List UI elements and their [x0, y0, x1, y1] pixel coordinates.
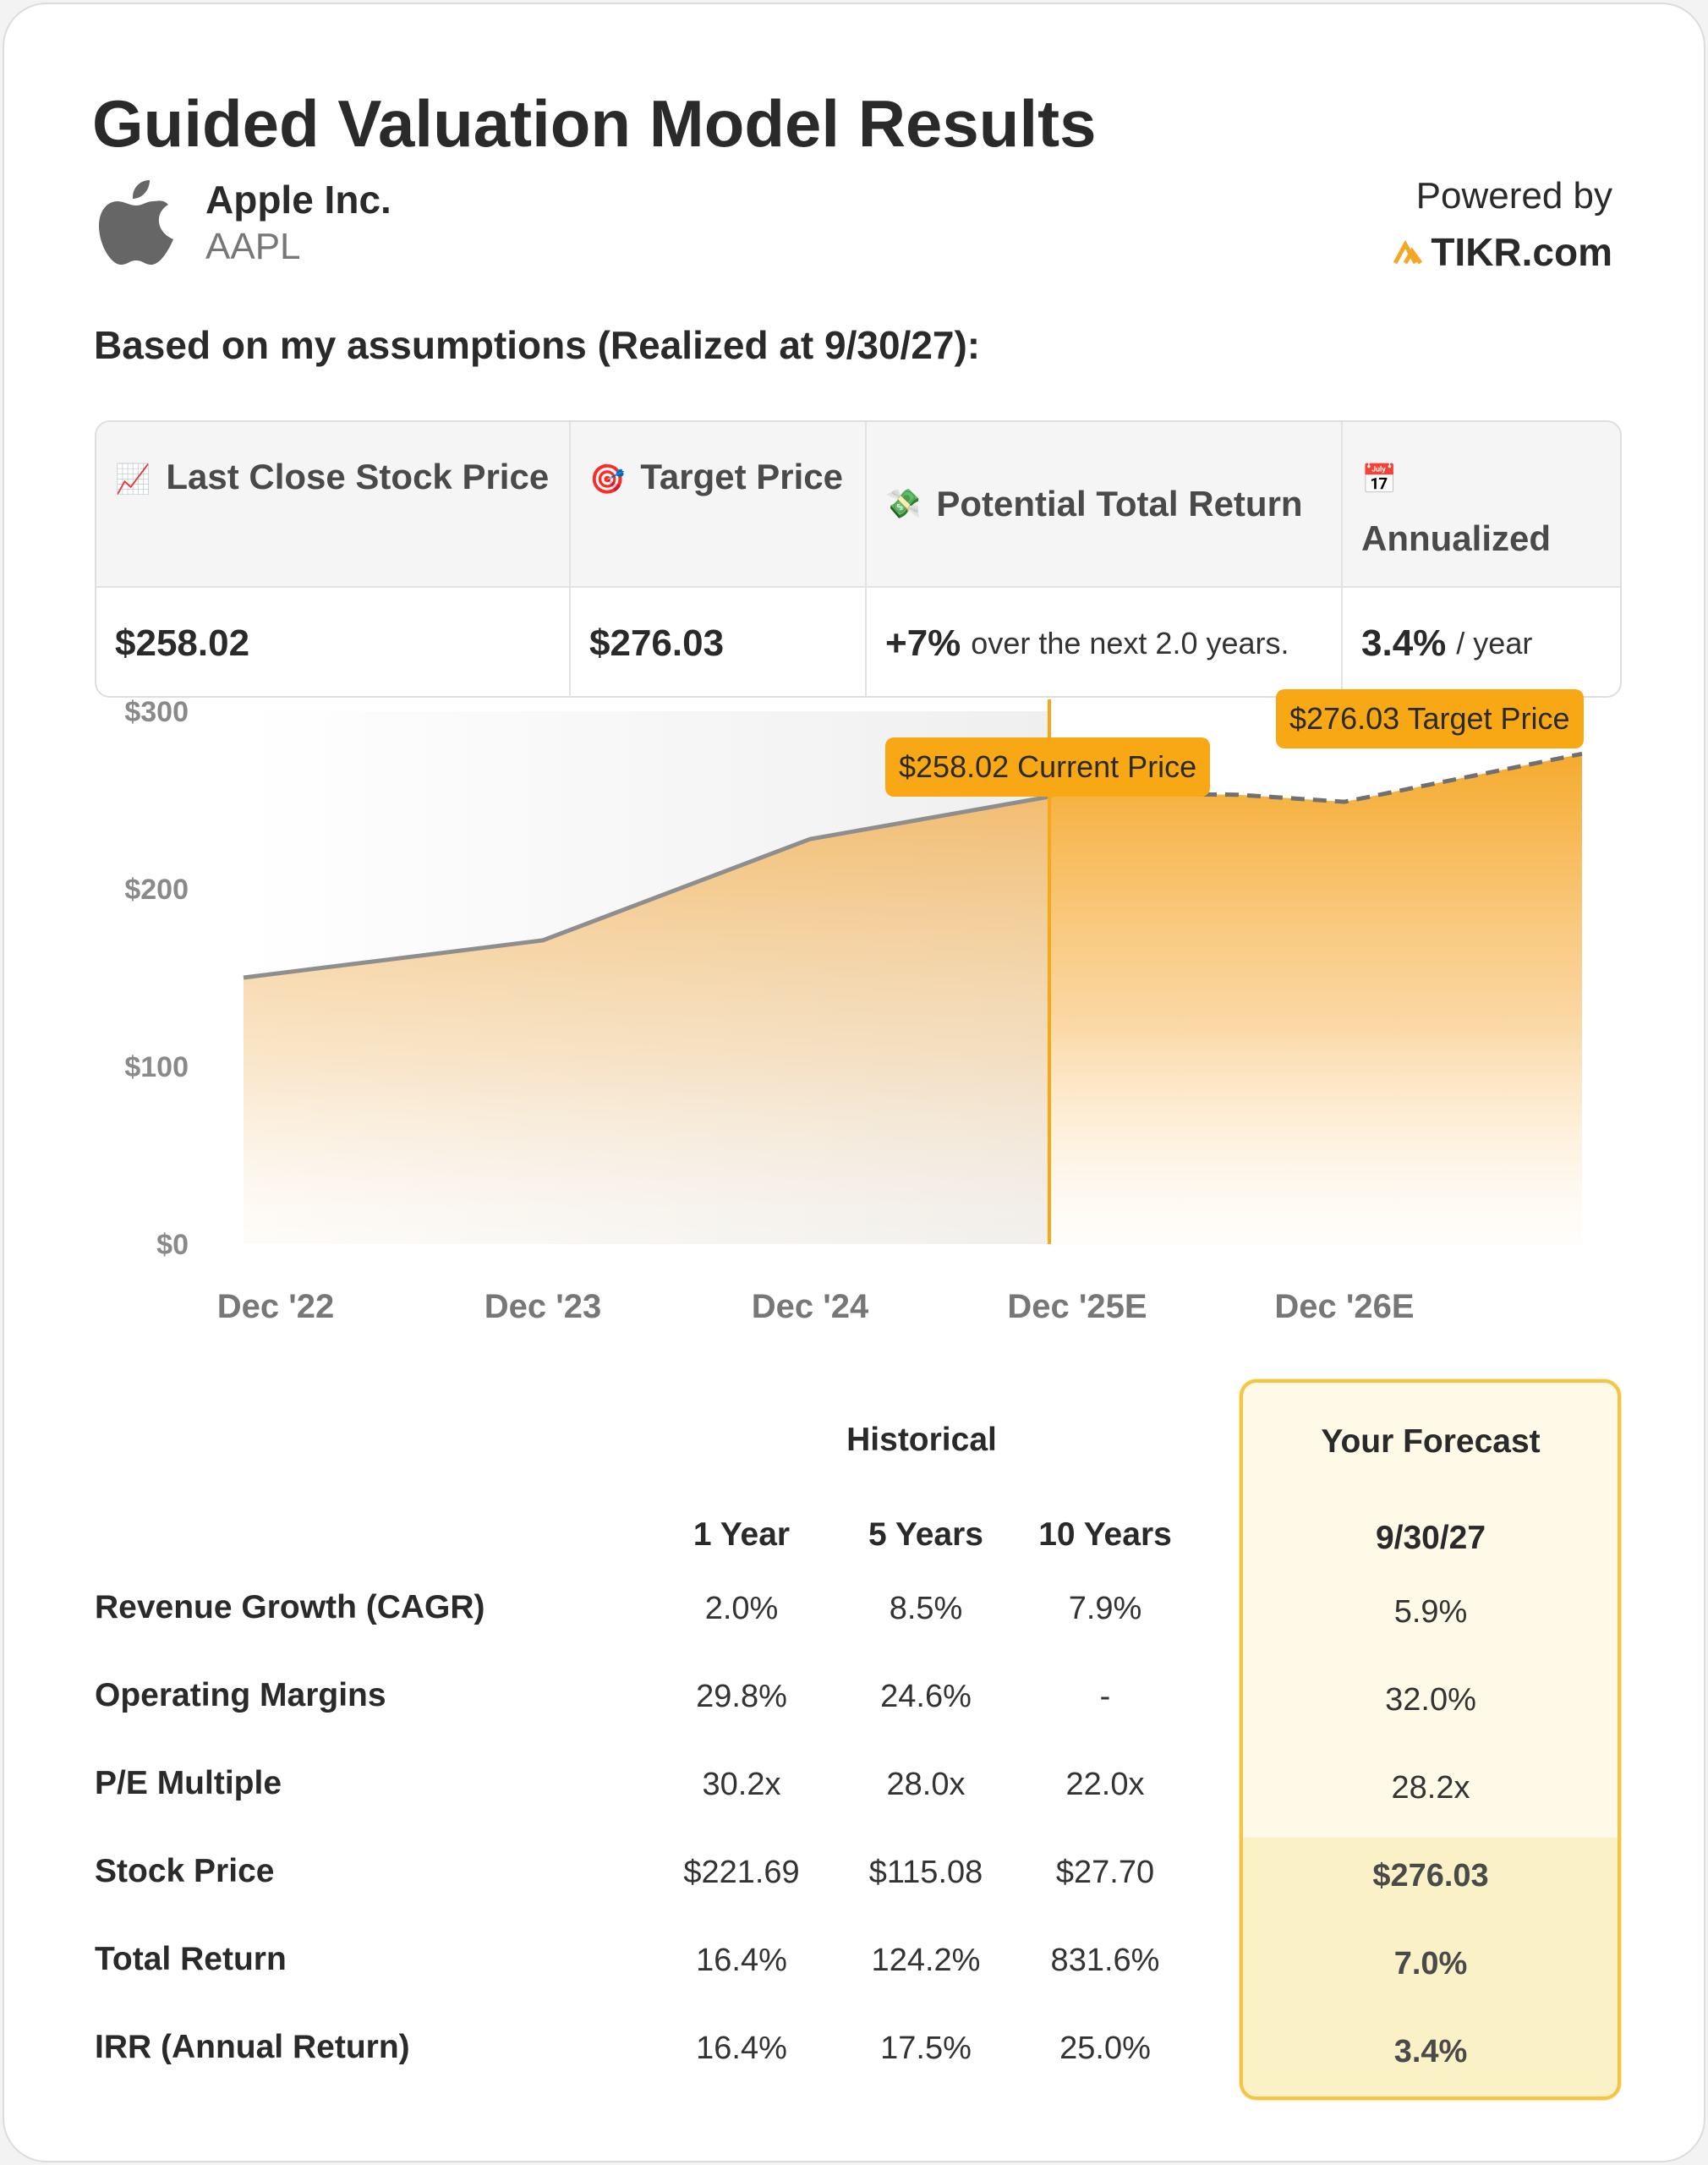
- forecast-area: [1049, 754, 1582, 1244]
- powered-by-label: Powered by: [1415, 175, 1612, 216]
- table-cell: 2.0%: [704, 1591, 779, 1626]
- y-tick-label: $200: [124, 874, 189, 906]
- x-tick-label: Dec '25E: [1007, 1288, 1147, 1325]
- summary-table: 📈 Last Close Stock Price 🎯 Target Price 💸 P…: [95, 420, 1622, 698]
- table-cell: $221.69: [683, 1855, 800, 1890]
- forecast-cell: 32.0%: [1385, 1682, 1476, 1718]
- historical-area: [244, 796, 1051, 1244]
- table-cell: 7.9%: [1068, 1591, 1142, 1626]
- results-card: Guided Valuation Model Results Apple Inc…: [3, 3, 1705, 2162]
- forecast-cell: 5.9%: [1393, 1594, 1468, 1630]
- powered-by: Powered by TIKR.com: [1393, 175, 1612, 275]
- company-name: Apple Inc.: [205, 178, 391, 222]
- target-icon: 🎯: [589, 463, 626, 496]
- table-cell: 124.2%: [871, 1943, 981, 1978]
- table-cell: 24.6%: [880, 1679, 972, 1714]
- price-chart-svg: $300 $200 $100 $0 Dec '22 Dec '23 Dec '24 Dec '…: [124, 698, 1583, 1325]
- x-tick-label: Dec '23: [484, 1288, 602, 1325]
- x-tick-label: Dec '26E: [1274, 1288, 1414, 1325]
- current-price-tag: $258.02 Current Price: [885, 737, 1211, 797]
- comparison-table: Historical Your Forecast 1 Year 5 Years …: [4, 1357, 1704, 2118]
- col-1-year: 1 Year: [693, 1516, 791, 1553]
- historical-header: Historical: [846, 1422, 997, 1458]
- annualized-header: 📅 Annualized: [1343, 422, 1620, 588]
- table-cell: $27.70: [1055, 1855, 1155, 1890]
- calendar-icon: 📅: [1361, 463, 1398, 496]
- y-tick-label: $300: [124, 698, 189, 728]
- forecast-header: Your Forecast: [1321, 1423, 1541, 1460]
- col-10-years: 10 Years: [1038, 1516, 1172, 1553]
- row-label: Stock Price: [95, 1853, 275, 1889]
- last-close-value: $258.02: [96, 588, 571, 696]
- forecast-highlight: [1243, 1838, 1618, 2096]
- brand-name: TIKR.com: [1431, 230, 1612, 274]
- table-cell: 16.4%: [696, 1943, 787, 1978]
- table-cell: 28.0x: [886, 1767, 966, 1802]
- table-cell: 17.5%: [880, 2031, 972, 2066]
- table-cell: 831.6%: [1050, 1943, 1160, 1978]
- forecast-cell: 28.2x: [1391, 1770, 1470, 1806]
- table-cell: $115.08: [868, 1855, 983, 1890]
- target-price-header: 🎯 Target Price: [571, 422, 867, 588]
- price-chart: $300 $200 $100 $0 Dec '22 Dec '23 Dec '24 Dec '…: [4, 689, 1704, 1357]
- page-title: Guided Valuation Model Results: [92, 86, 1097, 161]
- table-cell: 8.5%: [889, 1591, 963, 1626]
- forecast-cell: 3.4%: [1393, 2034, 1468, 2069]
- money-wings-icon: 💸: [885, 488, 922, 520]
- col-5-years: 5 Years: [868, 1516, 983, 1553]
- chart-increasing-icon: 📈: [115, 463, 151, 496]
- table-cell: 16.4%: [696, 2031, 787, 2066]
- last-close-header: 📈 Last Close Stock Price: [96, 422, 571, 588]
- potential-return-header: 💸 Potential Total Return: [867, 422, 1343, 588]
- x-tick-label: Dec '22: [217, 1288, 335, 1325]
- potential-return-value: +7% over the next 2.0 years.: [867, 588, 1343, 696]
- y-tick-label: $100: [124, 1051, 189, 1083]
- assumptions-heading: Based on my assumptions (Realized at 9/3…: [94, 323, 981, 367]
- table-cell: -: [1099, 1679, 1111, 1714]
- table-cell: 25.0%: [1059, 2031, 1151, 2066]
- forecast-cell: 7.0%: [1393, 1946, 1468, 1981]
- tikr-logo-icon: [1393, 239, 1423, 265]
- row-label: IRR (Annual Return): [95, 2029, 410, 2065]
- col-forecast-date: 9/30/27: [1375, 1520, 1486, 1556]
- row-label: P/E Multiple: [95, 1765, 282, 1801]
- company-ticker: AAPL: [205, 226, 301, 267]
- row-label: Revenue Growth (CAGR): [95, 1589, 485, 1625]
- row-label: Total Return: [95, 1941, 287, 1977]
- table-cell: 22.0x: [1065, 1767, 1145, 1802]
- forecast-column: [1240, 1379, 1621, 2100]
- forecast-cell: $276.03: [1372, 1858, 1489, 1894]
- row-label: Operating Margins: [95, 1677, 386, 1713]
- target-price-value: $276.03: [571, 588, 867, 696]
- annualized-value: 3.4% / year: [1361, 622, 1533, 664]
- target-price-tag: $276.03 Target Price: [1276, 689, 1584, 749]
- apple-logo-icon: [99, 180, 173, 265]
- y-tick-label: $0: [156, 1229, 189, 1261]
- table-cell: 29.8%: [696, 1679, 787, 1714]
- x-tick-label: Dec '24: [752, 1288, 869, 1325]
- brand-link[interactable]: TIKR.com: [1393, 229, 1612, 275]
- table-cell: 30.2x: [702, 1767, 781, 1802]
